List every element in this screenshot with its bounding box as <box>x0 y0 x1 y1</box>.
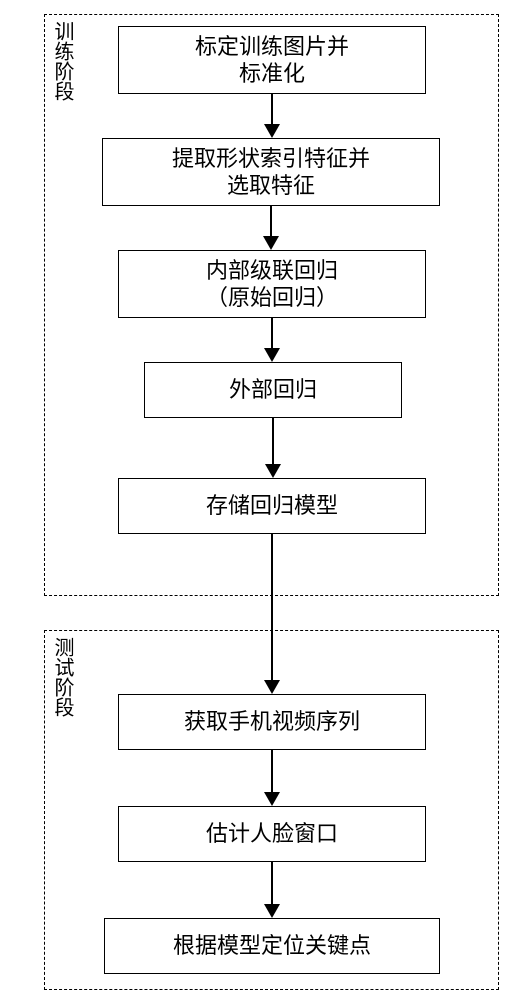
flow-node-n2: 提取形状索引特征并选取特征 <box>102 138 440 206</box>
flow-node-label: 外部回归 <box>229 376 317 404</box>
diagram-canvas: 训练阶段测试阶段标定训练图片并标准化提取形状索引特征并选取特征内部级联回归（原始… <box>0 0 520 1000</box>
flow-node-label-line: 估计人脸窗口 <box>206 820 338 848</box>
flow-node-label: 提取形状索引特征并选取特征 <box>172 145 370 200</box>
flow-node-n6: 获取手机视频序列 <box>118 694 426 750</box>
flow-node-n4: 外部回归 <box>144 362 402 418</box>
flow-node-label: 存储回归模型 <box>206 492 338 520</box>
flow-node-label: 获取手机视频序列 <box>184 708 360 736</box>
flow-node-n1: 标定训练图片并标准化 <box>118 26 426 94</box>
flow-node-label: 根据模型定位关键点 <box>173 932 371 960</box>
flow-node-n5: 存储回归模型 <box>118 478 426 534</box>
flow-node-label-line: 提取形状索引特征并 <box>172 145 370 173</box>
flow-node-n3: 内部级联回归（原始回归） <box>118 250 426 318</box>
flow-node-label-line: （原始回归） <box>206 284 338 312</box>
flow-node-label-line: 根据模型定位关键点 <box>173 932 371 960</box>
flow-node-label: 估计人脸窗口 <box>206 820 338 848</box>
flow-node-n7: 估计人脸窗口 <box>118 806 426 862</box>
flow-node-label: 标定训练图片并标准化 <box>195 33 349 88</box>
flow-node-label-line: 内部级联回归 <box>206 257 338 285</box>
flow-node-label-line: 选取特征 <box>172 172 370 200</box>
flow-node-label-line: 存储回归模型 <box>206 492 338 520</box>
flow-node-label-line: 标准化 <box>195 60 349 88</box>
flow-node-n8: 根据模型定位关键点 <box>104 918 440 974</box>
flow-node-label-line: 获取手机视频序列 <box>184 708 360 736</box>
phase-label-test: 测试阶段 <box>51 637 73 717</box>
flow-node-label-line: 标定训练图片并 <box>195 33 349 61</box>
flow-node-label: 内部级联回归（原始回归） <box>206 257 338 312</box>
phase-label-train: 训练阶段 <box>51 21 73 101</box>
flow-node-label-line: 外部回归 <box>229 376 317 404</box>
